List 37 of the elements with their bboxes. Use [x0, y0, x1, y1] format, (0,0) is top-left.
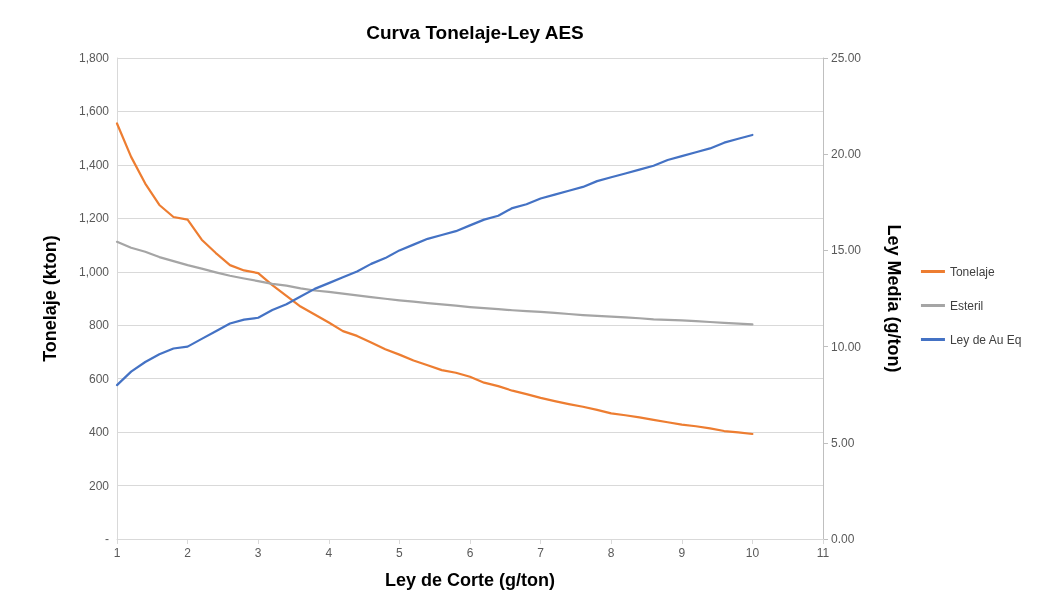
x-tick-label: 3	[254, 546, 262, 560]
line-series	[115, 133, 754, 387]
y2-tick-label: 15.00	[831, 243, 862, 258]
chart-title: Curva Tonelaje-Ley AES	[366, 22, 584, 43]
y-tick-label: 400	[88, 425, 110, 440]
y-tick-label: 1,400	[78, 157, 110, 172]
y2-axis-title: Ley Media (g/ton)	[884, 224, 904, 373]
y-tick-label: 1,000	[78, 264, 110, 279]
x-tick-label: 6	[466, 546, 474, 560]
y-tick-label: 600	[88, 371, 110, 386]
x-tick-label: 11	[816, 546, 830, 560]
x-tick-label: 1	[113, 546, 121, 560]
y-tick-label: 800	[88, 318, 110, 333]
x-tick-label: 8	[607, 546, 615, 560]
y2-tick-label: 0.00	[831, 532, 855, 546]
y-axis-title: Tonelaje (kton)	[40, 235, 60, 362]
legend-label: Ley de Au Eq	[949, 332, 1022, 347]
y-tick-label: 1,600	[78, 104, 110, 119]
y-tick-label: 200	[88, 478, 110, 493]
x-tick-label: 4	[325, 546, 333, 560]
x-tick-label: 2	[184, 546, 192, 560]
legend-label: Esteril	[949, 298, 984, 313]
y-tick-label: -	[105, 532, 109, 546]
x-tick-label: 9	[678, 546, 686, 560]
line-series	[115, 122, 754, 436]
y2-tick-label: 5.00	[831, 435, 855, 450]
x-tick-label: 5	[396, 546, 404, 560]
x-tick-label: 10	[745, 546, 760, 560]
x-tick-label: 7	[537, 546, 545, 560]
y2-tick-label: 20.00	[831, 147, 862, 162]
line-series	[115, 240, 754, 326]
x-axis-title: Ley de Corte (g/ton)	[385, 570, 555, 590]
y2-tick-label: 25.00	[831, 51, 862, 65]
y2-tick-label: 10.00	[831, 339, 862, 354]
y-tick-label: 1,200	[78, 211, 110, 226]
legend-label: Tonelaje	[949, 264, 995, 279]
y-tick-label: 1,800	[78, 51, 110, 65]
